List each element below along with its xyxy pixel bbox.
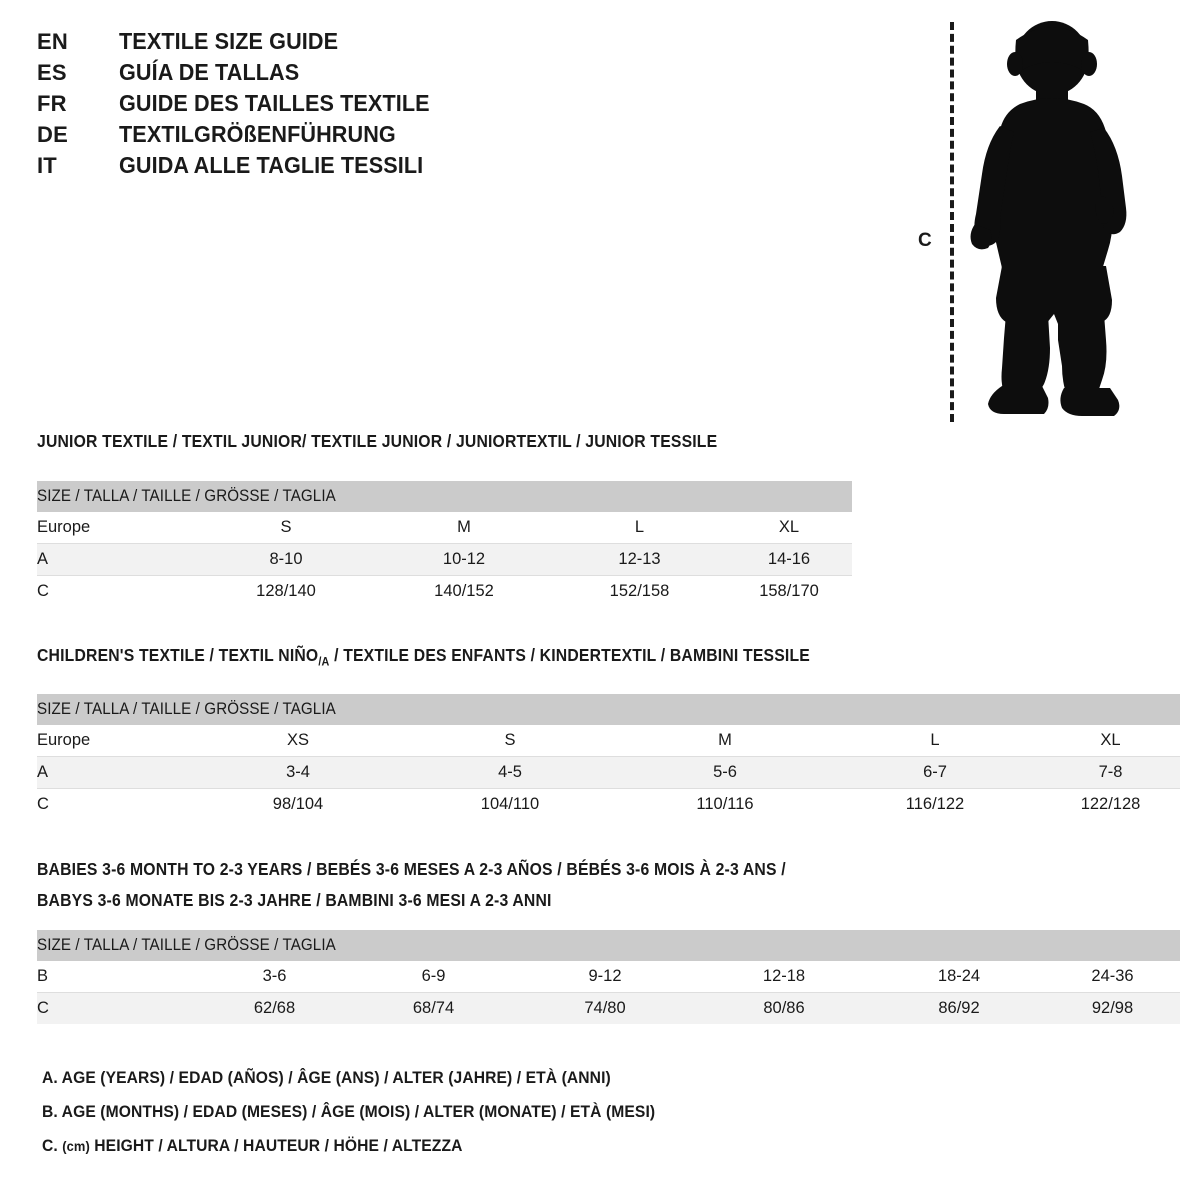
cell-value: 6-9 <box>421 967 446 985</box>
cell-value: 116/122 <box>829 788 1041 820</box>
legend-row-a: A. AGE (YEARS) / EDAD (AÑOS) / ÂGE (ANS)… <box>42 1068 611 1087</box>
cell-value: 4-5 <box>399 756 621 789</box>
table-row: C 62/68 68/74 74/80 80/86 86/92 92/98 <box>37 992 1181 1024</box>
cell-value: XL <box>778 518 800 536</box>
junior-size-table: SIZE / TALLA / TAILLE / GRÖSSE / TAGLIA … <box>37 481 853 607</box>
cell-value: 62/68 <box>197 992 352 1024</box>
language-code-fr: FR <box>37 91 67 116</box>
language-title-fr: GUIDE DES TAILLES TEXTILE <box>119 90 430 116</box>
children-heading-sub: /A <box>318 654 330 669</box>
table-row: C 128/140 140/152 152/158 158/170 <box>37 575 853 607</box>
toddler-silhouette-icon <box>970 21 1127 416</box>
children-heading-main: CHILDREN'S TEXTILE / TEXTIL NIÑO <box>37 645 319 665</box>
cell-value: 152/158 <box>553 575 726 607</box>
cell-value: 74/80 <box>515 992 695 1024</box>
legend-c-prefix: C. <box>42 1136 63 1155</box>
height-measure-label: C <box>918 230 932 251</box>
legend-c-rest: HEIGHT / ALTURA / HAUTEUR / HÖHE / ALTEZ… <box>89 1136 463 1155</box>
section-heading-junior: JUNIOR TEXTILE / TEXTIL JUNIOR/ TEXTILE … <box>37 431 718 451</box>
height-figure: C <box>900 10 1190 425</box>
language-row-de: DE TEXTILGRÖßENFÜHRUNG <box>37 121 450 152</box>
cell-value: M <box>457 518 471 536</box>
cell-value: 3-4 <box>197 756 399 789</box>
table-row: B 3-6 6-9 9-12 12-18 18-24 24-36 <box>37 961 1180 993</box>
cell-value: 12-13 <box>553 543 726 576</box>
cell-value: 140/152 <box>375 575 553 607</box>
cell-value: 5-6 <box>621 756 829 789</box>
row-label: B <box>37 967 49 985</box>
table-bar-row: SIZE / TALLA / TAILLE / GRÖSSE / TAGLIA <box>37 930 1181 961</box>
cell-value: XL <box>1100 731 1121 749</box>
cell-value: 8-10 <box>197 543 375 576</box>
language-title-it: GUIDA ALLE TAGLIE TESSILI <box>119 152 424 178</box>
section-heading-children: CHILDREN'S TEXTILE / TEXTIL NIÑO/A / TEX… <box>37 645 810 669</box>
language-header: EN TEXTILE SIZE GUIDE ES GUÍA DE TALLAS … <box>37 28 450 183</box>
section-heading-babies-line2: BABYS 3-6 MONATE BIS 2-3 JAHRE / BAMBINI… <box>37 890 552 910</box>
row-label: Europe <box>37 518 91 536</box>
babies-size-table: SIZE / TALLA / TAILLE / GRÖSSE / TAGLIA … <box>37 930 1181 1024</box>
cell-value: 110/116 <box>621 788 829 820</box>
cell-value: 18-24 <box>937 967 981 985</box>
table-bar-row: SIZE / TALLA / TAILLE / GRÖSSE / TAGLIA <box>37 694 1181 725</box>
cell-value: 3-6 <box>262 967 287 985</box>
table-row: A 3-4 4-5 5-6 6-7 7-8 <box>37 756 1181 789</box>
row-label: C <box>37 992 197 1024</box>
row-label: C <box>37 788 197 820</box>
height-dashed-line <box>950 22 954 422</box>
cell-value: 158/170 <box>726 575 853 607</box>
cell-value: 7-8 <box>1041 756 1181 789</box>
section-heading-babies-line1: BABIES 3-6 MONTH TO 2-3 YEARS / BEBÉS 3-… <box>37 859 786 879</box>
table-row: C 98/104 104/110 110/116 116/122 122/128 <box>37 788 1181 820</box>
legend-row-b: B. AGE (MONTHS) / EDAD (MESES) / ÂGE (MO… <box>42 1102 656 1121</box>
cell-value: XS <box>286 731 309 749</box>
table-row: Europe XS S M L XL <box>37 725 1180 757</box>
language-row-it: IT GUIDA ALLE TAGLIE TESSILI <box>37 152 450 183</box>
row-label: C <box>37 575 197 607</box>
cell-value: 104/110 <box>399 788 621 820</box>
cell-value: 98/104 <box>197 788 399 820</box>
language-code-it: IT <box>37 153 57 178</box>
table-row: Europe S M L XL <box>37 512 852 544</box>
cell-value: 24-36 <box>1091 967 1134 985</box>
language-code-de: DE <box>37 122 68 147</box>
children-size-table: SIZE / TALLA / TAILLE / GRÖSSE / TAGLIA … <box>37 694 1181 820</box>
language-title-en: TEXTILE SIZE GUIDE <box>119 28 339 54</box>
cell-value: 128/140 <box>197 575 375 607</box>
children-heading-rest: / TEXTILE DES ENFANTS / KINDERTEXTIL / B… <box>329 645 810 665</box>
language-row-es: ES GUÍA DE TALLAS <box>37 59 450 90</box>
cell-value: 9-12 <box>588 967 622 985</box>
language-row-en: EN TEXTILE SIZE GUIDE <box>37 28 450 59</box>
cell-value: 80/86 <box>695 992 873 1024</box>
language-title-es: GUÍA DE TALLAS <box>119 59 300 85</box>
junior-size-bar-label: SIZE / TALLA / TAILLE / GRÖSSE / TAGLIA <box>37 481 853 512</box>
cell-value: 12-18 <box>762 967 806 985</box>
cell-value: 10-12 <box>375 543 553 576</box>
table-bar-row: SIZE / TALLA / TAILLE / GRÖSSE / TAGLIA <box>37 481 853 512</box>
babies-size-bar-label: SIZE / TALLA / TAILLE / GRÖSSE / TAGLIA <box>37 930 1181 961</box>
cell-value: M <box>718 731 732 749</box>
children-size-bar-label: SIZE / TALLA / TAILLE / GRÖSSE / TAGLIA <box>37 694 1181 725</box>
cell-value: L <box>930 731 940 749</box>
legend-c-unit: (cm) <box>62 1138 90 1154</box>
language-code-es: ES <box>37 60 67 85</box>
table-row: A 8-10 10-12 12-13 14-16 <box>37 543 853 576</box>
legend-block: A. AGE (YEARS) / EDAD (AÑOS) / ÂGE (ANS)… <box>42 1068 709 1170</box>
row-label: A <box>37 756 197 789</box>
language-row-fr: FR GUIDE DES TAILLES TEXTILE <box>37 90 450 121</box>
cell-value: 122/128 <box>1041 788 1181 820</box>
cell-value: 14-16 <box>726 543 853 576</box>
cell-value: L <box>634 518 645 536</box>
cell-value: 6-7 <box>829 756 1041 789</box>
cell-value: 92/98 <box>1045 992 1181 1024</box>
cell-value: 86/92 <box>873 992 1045 1024</box>
cell-value: S <box>504 731 516 749</box>
row-label: Europe <box>37 731 91 749</box>
language-title-de: TEXTILGRÖßENFÜHRUNG <box>119 121 396 147</box>
row-label: A <box>37 543 197 576</box>
cell-value: S <box>280 518 292 536</box>
cell-value: 68/74 <box>352 992 515 1024</box>
language-code-en: EN <box>37 29 68 54</box>
legend-row-c: C. (cm) HEIGHT / ALTURA / HAUTEUR / HÖHE… <box>42 1136 655 1170</box>
